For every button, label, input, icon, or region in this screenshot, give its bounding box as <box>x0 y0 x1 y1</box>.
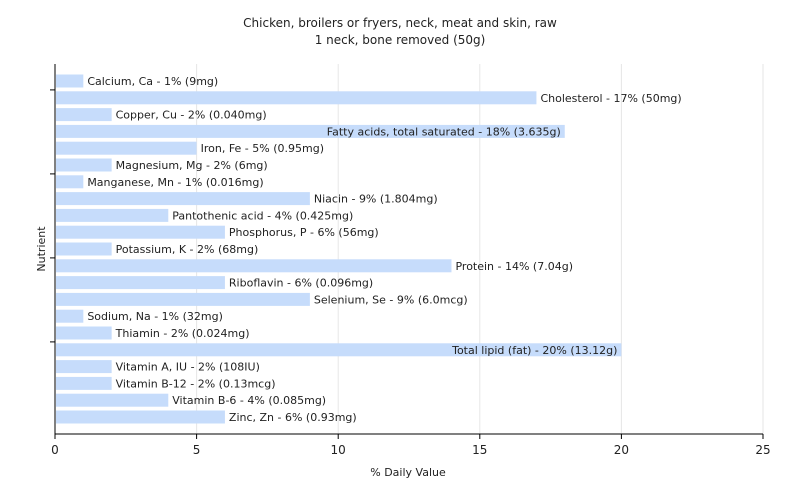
bar-label: Calcium, Ca - 1% (9mg) <box>87 75 218 88</box>
bar <box>56 343 622 357</box>
bar-label: Pantothenic acid - 4% (0.425mg) <box>172 209 353 222</box>
bar-label: Fatty acids, total saturated - 18% (3.63… <box>327 125 561 138</box>
bar <box>56 175 84 189</box>
bar <box>56 141 197 155</box>
bar-label: Magnesium, Mg - 2% (6mg) <box>116 159 268 172</box>
bar <box>56 326 112 340</box>
bar-label: Cholesterol - 17% (50mg) <box>540 92 681 105</box>
x-tick-label: 0 <box>51 443 59 457</box>
bar-label: Copper, Cu - 2% (0.040mg) <box>116 109 267 122</box>
bar-labels: Calcium, Ca - 1% (9mg) Cholesterol - 17% … <box>87 75 681 424</box>
bar-label: Phosphorus, P - 6% (56mg) <box>229 226 379 239</box>
bar <box>56 124 565 138</box>
bar <box>56 410 225 424</box>
chart-subtitle: 1 neck, bone removed (50g) <box>315 33 486 47</box>
bar <box>56 74 84 88</box>
x-tick-label: 25 <box>755 443 770 457</box>
bar <box>56 192 310 206</box>
bar <box>56 158 112 172</box>
bar <box>56 292 310 306</box>
bar <box>56 276 225 290</box>
bar <box>56 91 537 105</box>
bar-label: Niacin - 9% (1.804mg) <box>314 193 438 206</box>
x-tick-label: 5 <box>193 443 201 457</box>
bar-label: Thiamin - 2% (0.024mg) <box>115 327 250 340</box>
bar <box>56 259 452 273</box>
bar-label: Vitamin B-12 - 2% (0.13mcg) <box>116 377 276 390</box>
x-axis-label: % Daily Value <box>370 466 446 479</box>
bar <box>56 242 112 256</box>
bar <box>56 108 112 122</box>
bar <box>56 360 112 374</box>
x-tick-label: 10 <box>331 443 346 457</box>
bar-label: Vitamin B-6 - 4% (0.085mg) <box>172 394 326 407</box>
bar-label: Vitamin A, IU - 2% (108IU) <box>116 361 260 374</box>
y-axis-label: Nutrient <box>35 226 48 272</box>
bar <box>56 393 169 407</box>
bars <box>56 74 622 424</box>
axes <box>54 64 763 435</box>
x-tick-label: 15 <box>472 443 487 457</box>
bar <box>56 208 169 222</box>
chart-title: Chicken, broilers or fryers, neck, meat … <box>243 16 557 30</box>
bar <box>56 376 112 390</box>
y-axis-ticks <box>50 89 55 343</box>
bar-label: Zinc, Zn - 6% (0.93mg) <box>229 411 357 424</box>
bar-label: Selenium, Se - 9% (6.0mcg) <box>314 293 468 306</box>
bar-label: Sodium, Na - 1% (32mg) <box>87 310 223 323</box>
bar-label: Iron, Fe - 5% (0.95mg) <box>201 142 324 155</box>
x-axis-ticks: 0 5 10 15 20 25 <box>51 434 771 457</box>
x-tick-label: 20 <box>614 443 629 457</box>
bar-label: Potassium, K - 2% (68mg) <box>116 243 259 256</box>
bar-label: Total lipid (fat) - 20% (13.12g) <box>451 344 617 357</box>
bar <box>56 309 84 323</box>
bar-label: Riboflavin - 6% (0.096mg) <box>229 277 373 290</box>
bar-label: Manganese, Mn - 1% (0.016mg) <box>87 176 263 189</box>
bar-label: Protein - 14% (7.04g) <box>455 260 573 273</box>
bar <box>56 225 225 239</box>
